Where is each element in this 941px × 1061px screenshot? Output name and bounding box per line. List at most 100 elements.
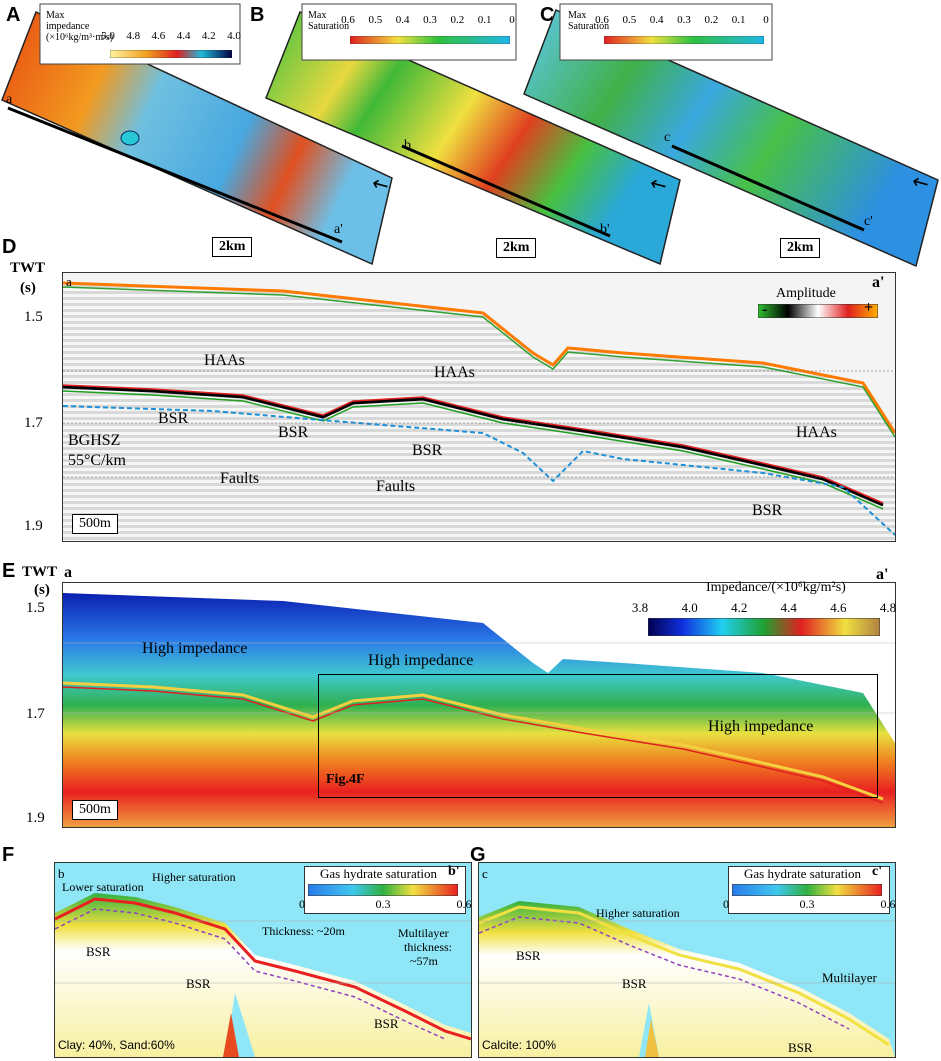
panel-a-map [1, 3, 393, 266]
panel-d-seismic-image [63, 281, 895, 541]
tick-label: 0.3 [799, 897, 815, 911]
panel-f-saturation-image [55, 893, 471, 1057]
panel-e-colorbar [648, 618, 880, 636]
panel-e-yaxis-label: TWT [22, 564, 58, 580]
panel-d-yaxis-unit: (s) [20, 280, 36, 296]
tick-label: 4.6 [830, 600, 847, 615]
panel-g-annot-higher: Higher saturation [596, 906, 680, 920]
panel-e-annot-high-impedance: High impedance [708, 718, 814, 735]
tick-label: 0.2 [450, 14, 465, 26]
tick-label: 4.8 [126, 30, 141, 42]
panel-g-annot-composition: Calcite: 100% [482, 1038, 557, 1052]
panel-b-line-start: b [404, 138, 411, 153]
panel-e-colorbar-title: Impedance/(×10⁶kg/m²s) [706, 580, 846, 595]
tick-label: 0.5 [622, 14, 637, 26]
panel-d-annot-gradient: 55°C/km [68, 452, 126, 469]
panel-d-scale: 500m [72, 514, 118, 534]
panel-e-ytick: 1.7 [26, 706, 45, 722]
tick-label: 0 [763, 14, 769, 26]
panel-d-amplitude-bar [758, 304, 878, 318]
panel-g-colorbar-title: Gas hydrate saturation [744, 866, 861, 881]
panel-f-annot-multilayer: thickness: [404, 940, 452, 954]
panel-d-ytick: 1.5 [24, 309, 43, 325]
panel-d-amp-plus: + [864, 299, 874, 316]
panel-g-annot-multilayer: Multilayer [822, 970, 877, 985]
panel-g-annot-bsr: BSR [622, 976, 647, 991]
panel-d-annot-haas: HAAs [796, 424, 837, 441]
panel-d-annot-bghsz: BGHSZ [68, 432, 121, 449]
panel-d-annot-bsr: BSR [158, 410, 189, 427]
panel-c-line-end: c' [864, 214, 873, 229]
panel-e-ytick: 1.9 [26, 810, 45, 826]
tick-label: 3.8 [631, 600, 649, 615]
panel-d-annot-bsr: BSR [278, 424, 309, 441]
tick-label: 0 [299, 897, 305, 911]
panel-a-line-start: a [6, 92, 13, 107]
panel-d-line-end: a' [872, 274, 885, 291]
tick-label: 0.3 [423, 14, 437, 26]
panel-f-annot-lower: Lower saturation [62, 880, 144, 894]
panel-f-annot-multilayer: ~57m [410, 954, 438, 968]
tick-label: 0 [723, 897, 729, 911]
panel-d-yaxis-label: TWT [10, 260, 46, 276]
tick-label: 0.6 [880, 897, 896, 911]
panel-d-annot-haas: HAAs [434, 364, 475, 381]
tick-label: 4.2 [731, 600, 748, 615]
panel-d-line-start: a [66, 274, 72, 289]
panel-d-annot-bsr: BSR [752, 502, 783, 519]
tick-label: 0.6 [341, 14, 355, 26]
tick-label: 4.4 [176, 30, 191, 42]
tick-label: 0.5 [368, 14, 383, 26]
panel-a-scale: 2km [212, 237, 253, 257]
tick-label: 5.0 [101, 30, 115, 42]
panel-f-annot-bsr: BSR [186, 976, 211, 991]
panel-f-colorbar [308, 884, 458, 896]
panel-d-seismic-section [62, 272, 896, 542]
panel-g-saturation-image [479, 901, 895, 1057]
panel-d-annot-faults: Faults [220, 470, 260, 487]
panel-g-colorbar [732, 884, 882, 896]
panel-c-scale: 2km [780, 238, 821, 258]
panel-d-annot-faults: Faults [376, 478, 416, 495]
panel-f-annot-multilayer: Multilayer [398, 926, 449, 940]
panel-b-scale: 2km [496, 238, 537, 258]
panel-e-yaxis-unit: (s) [34, 582, 50, 598]
tick-label: 0.3 [677, 14, 691, 26]
panel-a-letter: A [6, 4, 21, 26]
panel-c-legend-title: Max Saturation [568, 10, 610, 32]
panel-f-annot-bsr: BSR [86, 944, 111, 959]
tick-label: 4.6 [151, 30, 166, 42]
panel-g-line-end: c' [872, 864, 883, 879]
panel-g-line-start: c [482, 866, 488, 881]
panel-b-legend-bar [350, 36, 510, 44]
panel-e-letter: E [2, 560, 16, 582]
panel-f-colorbar-ticks: 0 0.3 0.6 [299, 897, 472, 911]
panel-f-line-start: b [58, 866, 65, 881]
panel-e-annot-fig4f: Fig.4F [326, 772, 365, 787]
panel-d-annot-haas: HAAs [204, 352, 245, 369]
tick-label: 4.0 [681, 600, 698, 615]
panel-c-line-start: c [664, 130, 671, 145]
panel-e-impedance-image [63, 593, 895, 827]
tick-label: 0.2 [704, 14, 719, 26]
tick-label: 0 [509, 14, 515, 26]
tick-label: 0.3 [375, 897, 391, 911]
tick-label: 4.8 [879, 600, 897, 615]
panel-a-legend-title: Max impedance (×10⁶kg/m³·m/s) [46, 10, 114, 43]
tick-label: 0.6 [456, 897, 472, 911]
panel-f-colorbar-title: Gas hydrate saturation [320, 866, 437, 881]
panel-f-line-end: b' [448, 864, 460, 879]
tick-label: 0.6 [595, 14, 609, 26]
panel-b-map [265, 3, 681, 266]
panel-g-annot-bsr: BSR [516, 948, 541, 963]
panel-a-legend-ticks: 5.0 4.8 4.6 4.4 4.2 4.0 [101, 30, 241, 44]
panel-f-annot-higher: Higher saturation [152, 870, 236, 884]
panel-b-line-end: b' [600, 222, 610, 237]
tick-label: 0.1 [477, 14, 492, 26]
panel-a-legend-bar [110, 50, 232, 58]
tick-label: 0.4 [395, 14, 410, 26]
panel-e-colorbar-ticks: 3.8 4.0 4.2 4.4 4.6 4.8 [632, 600, 896, 616]
panel-b-letter: B [250, 4, 265, 26]
panel-e-line-end: a' [876, 566, 889, 583]
panel-c-letter: C [540, 4, 555, 26]
